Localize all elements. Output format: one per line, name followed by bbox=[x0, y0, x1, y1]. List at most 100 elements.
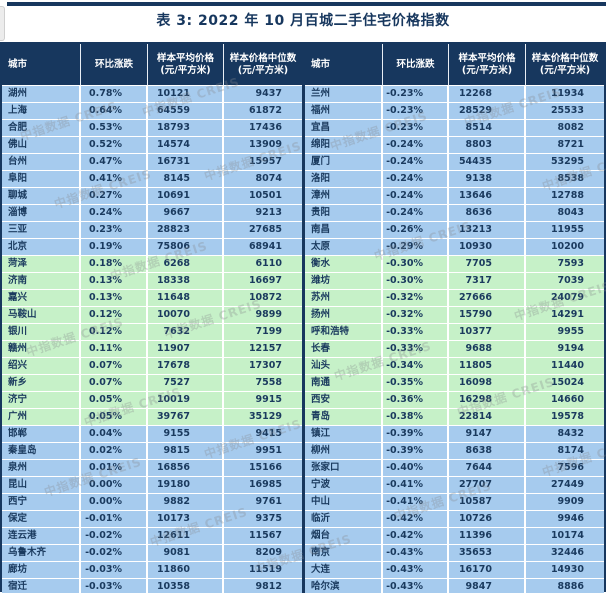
change-cell: -0.43% bbox=[383, 579, 449, 593]
city-cell: 镇江 bbox=[305, 426, 383, 443]
median-price-cell: 9951 bbox=[224, 443, 302, 460]
avg-price-cell: 18338 bbox=[148, 273, 224, 290]
change-cell: 0.01% bbox=[81, 460, 148, 477]
median-price-cell: 8174 bbox=[526, 443, 604, 460]
median-price-cell: 7558 bbox=[224, 375, 302, 392]
avg-price-cell: 8145 bbox=[148, 171, 224, 188]
table-row: 嘉兴 0.13% 11648 10872 bbox=[2, 290, 302, 307]
city-cell: 西安 bbox=[305, 392, 383, 409]
avg-price-cell: 64559 bbox=[148, 103, 224, 120]
table-row: 呼和浩特 -0.33% 10377 9955 bbox=[305, 324, 604, 341]
city-cell: 漳州 bbox=[305, 188, 383, 205]
city-cell: 呼和浩特 bbox=[305, 324, 383, 341]
avg-price-cell: 11907 bbox=[148, 341, 224, 358]
median-price-cell: 16985 bbox=[224, 477, 302, 494]
table-row: 太原 -0.29% 10930 10200 bbox=[305, 239, 604, 256]
city-cell: 长春 bbox=[305, 341, 383, 358]
avg-price-cell: 12268 bbox=[449, 86, 526, 103]
median-price-cell: 15957 bbox=[224, 154, 302, 171]
city-cell: 福州 bbox=[305, 103, 383, 120]
change-cell: -0.30% bbox=[383, 273, 449, 290]
median-price-cell: 14291 bbox=[526, 307, 604, 324]
median-price-cell: 11440 bbox=[526, 358, 604, 375]
avg-price-cell: 11860 bbox=[148, 562, 224, 579]
table-row: 聊城 0.27% 10691 10501 bbox=[2, 188, 302, 205]
change-cell: -0.24% bbox=[383, 205, 449, 222]
table-row: 临沂 -0.42% 10726 9946 bbox=[305, 511, 604, 528]
city-cell: 张家口 bbox=[305, 460, 383, 477]
table-row: 宜昌 -0.23% 8514 8082 bbox=[305, 120, 604, 137]
col-header-avg-price-label: 样本平均价格 bbox=[156, 52, 214, 64]
city-cell: 哈尔滨 bbox=[305, 579, 383, 593]
change-cell: -0.32% bbox=[383, 307, 449, 324]
table-row: 连云港 -0.02% 12611 11567 bbox=[2, 528, 302, 545]
median-price-cell: 8043 bbox=[526, 205, 604, 222]
median-price-cell: 11519 bbox=[224, 562, 302, 579]
table-row: 三亚 0.23% 28823 27685 bbox=[2, 222, 302, 239]
change-cell: -0.35% bbox=[383, 375, 449, 392]
avg-price-cell: 11648 bbox=[148, 290, 224, 307]
median-price-cell: 9375 bbox=[224, 511, 302, 528]
city-cell: 潍坊 bbox=[305, 273, 383, 290]
median-price-cell: 9761 bbox=[224, 494, 302, 511]
median-price-cell: 14930 bbox=[526, 562, 604, 579]
table-row: 苏州 -0.32% 27666 24079 bbox=[305, 290, 604, 307]
table-row: 马鞍山 0.12% 10070 9899 bbox=[2, 307, 302, 324]
city-cell: 廊坊 bbox=[2, 562, 81, 579]
change-cell: 0.27% bbox=[81, 188, 148, 205]
change-cell: -0.43% bbox=[383, 562, 449, 579]
table-row: 中山 -0.41% 10587 9909 bbox=[305, 494, 604, 511]
table-row: 乌鲁木齐 -0.02% 9081 8209 bbox=[2, 545, 302, 562]
table-row: 绍兴 0.07% 17678 17307 bbox=[2, 358, 302, 375]
avg-price-cell: 6268 bbox=[148, 256, 224, 273]
change-cell: -0.33% bbox=[383, 324, 449, 341]
change-cell: -0.40% bbox=[383, 460, 449, 477]
avg-price-cell: 13646 bbox=[449, 188, 526, 205]
table-row: 衡水 -0.30% 7705 7593 bbox=[305, 256, 604, 273]
scrollbar-sliver[interactable] bbox=[0, 6, 5, 41]
city-cell: 宿迁 bbox=[2, 579, 81, 593]
change-cell: -0.33% bbox=[383, 341, 449, 358]
table-row: 湖州 0.78% 10121 9437 bbox=[2, 86, 302, 103]
change-cell: 0.05% bbox=[81, 392, 148, 409]
city-cell: 秦皇岛 bbox=[2, 443, 81, 460]
change-cell: 0.00% bbox=[81, 494, 148, 511]
median-price-cell: 7596 bbox=[526, 460, 604, 477]
median-price-cell: 9194 bbox=[526, 341, 604, 358]
table-row: 赣州 0.11% 11907 12157 bbox=[2, 341, 302, 358]
table-row: 广州 0.05% 39767 35129 bbox=[2, 409, 302, 426]
change-cell: -0.32% bbox=[383, 290, 449, 307]
city-cell: 衡水 bbox=[305, 256, 383, 273]
table-right-half: 城市 环比涨跌 样本平均价格 (元/平方米) 样本价格中位数 (元/平方米) 兰州 -… bbox=[302, 44, 604, 593]
avg-price-cell: 16170 bbox=[449, 562, 526, 579]
table-body-left: 湖州 0.78% 10121 9437 上海 0.64% 64559 61872 合肥 0.53%… bbox=[2, 86, 302, 593]
table-row: 青岛 -0.38% 22814 19578 bbox=[305, 409, 604, 426]
median-price-cell: 15024 bbox=[526, 375, 604, 392]
city-cell: 绍兴 bbox=[2, 358, 81, 375]
median-price-cell: 19578 bbox=[526, 409, 604, 426]
table-row: 西安 -0.36% 16298 14660 bbox=[305, 392, 604, 409]
city-cell: 三亚 bbox=[2, 222, 81, 239]
table-row: 廊坊 -0.03% 11860 11519 bbox=[2, 562, 302, 579]
median-price-cell: 10174 bbox=[526, 528, 604, 545]
median-price-cell: 10501 bbox=[224, 188, 302, 205]
table-row: 绵阳 -0.24% 8803 8721 bbox=[305, 137, 604, 154]
city-cell: 贵阳 bbox=[305, 205, 383, 222]
avg-price-cell: 19180 bbox=[148, 477, 224, 494]
median-price-cell: 10200 bbox=[526, 239, 604, 256]
median-price-cell: 61872 bbox=[224, 103, 302, 120]
avg-price-cell: 9847 bbox=[449, 579, 526, 593]
change-cell: -0.23% bbox=[383, 86, 449, 103]
avg-price-cell: 28529 bbox=[449, 103, 526, 120]
city-cell: 嘉兴 bbox=[2, 290, 81, 307]
median-price-cell: 9415 bbox=[224, 426, 302, 443]
median-price-cell: 53295 bbox=[526, 154, 604, 171]
avg-price-cell: 10070 bbox=[148, 307, 224, 324]
col-header-change: 环比涨跌 bbox=[81, 44, 148, 86]
median-price-cell: 14660 bbox=[526, 392, 604, 409]
median-price-cell: 15166 bbox=[224, 460, 302, 477]
table-row: 哈尔滨 -0.43% 9847 8886 bbox=[305, 579, 604, 593]
avg-price-cell: 9667 bbox=[148, 205, 224, 222]
table-row: 宁波 -0.41% 27707 27449 bbox=[305, 477, 604, 494]
change-cell: 0.02% bbox=[81, 443, 148, 460]
